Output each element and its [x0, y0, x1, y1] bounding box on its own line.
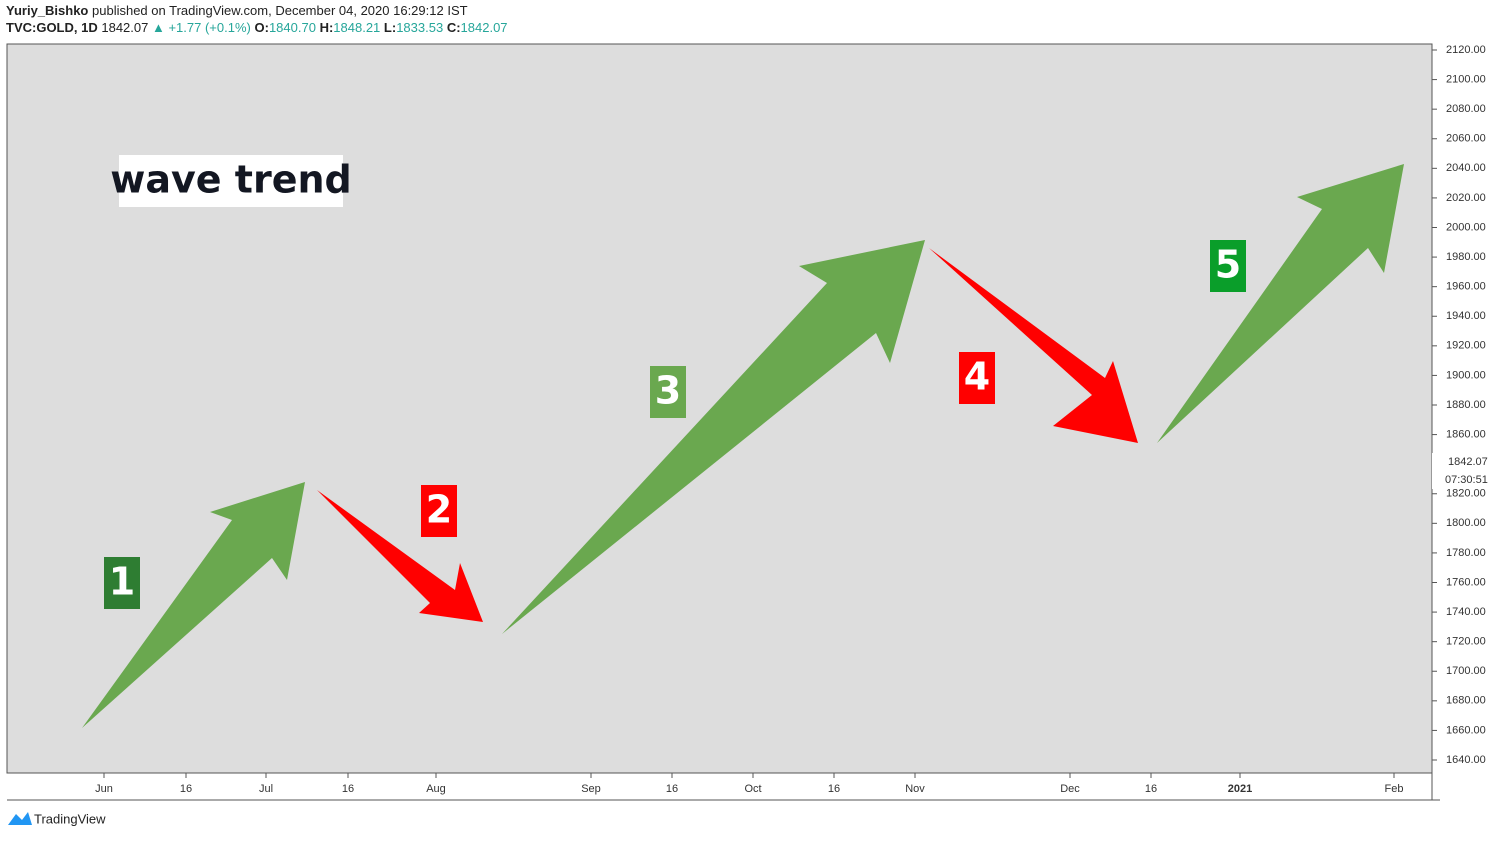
price-tick-label: 1700.00 — [1446, 665, 1486, 677]
wave-label: 3 — [655, 369, 681, 413]
price-tick-label: 1920.00 — [1446, 340, 1486, 352]
time-tick-label: Dec — [1060, 783, 1080, 795]
published: published on TradingView.com, December 0… — [92, 3, 468, 18]
brand[interactable]: TradingView — [34, 811, 106, 826]
time-tick-label: Feb — [1385, 783, 1404, 795]
price-tick-label: 2080.00 — [1446, 103, 1486, 115]
wave-box — [104, 557, 140, 609]
countdown: 07:30:51 — [1445, 474, 1488, 486]
open: 1840.70 — [269, 20, 316, 35]
time-tick-label: Jul — [259, 783, 273, 795]
time-tick-label: Sep — [581, 783, 601, 795]
price-tick-label: 1640.00 — [1446, 754, 1486, 766]
price-tick-label: 1760.00 — [1446, 576, 1486, 588]
wave-label: 1 — [109, 560, 135, 604]
last-price-box — [1432, 453, 1500, 471]
high-label: H: — [320, 20, 334, 35]
wave-box — [650, 366, 686, 418]
title-box — [119, 155, 343, 207]
symbol-line: TVC:GOLD, 1D 1842.07 ▲ +1.77 (+0.1%) O:1… — [6, 20, 508, 35]
price-tick-label: 1740.00 — [1446, 606, 1486, 618]
arrow-up — [1157, 164, 1404, 443]
wave-label: 4 — [964, 355, 990, 399]
price-tick-label: 1820.00 — [1446, 488, 1486, 500]
price: 1842.07 — [101, 20, 148, 35]
low: 1833.53 — [396, 20, 443, 35]
price-tick-label: 1680.00 — [1446, 695, 1486, 707]
time-tick-label: 2021 — [1228, 783, 1252, 795]
countdown-box — [1432, 471, 1500, 489]
change: ▲ +1.77 (+0.1%) — [152, 20, 251, 35]
low-label: L: — [384, 20, 396, 35]
arrow-down — [317, 490, 483, 622]
price-tick-label: 1660.00 — [1446, 724, 1486, 736]
close: 1842.07 — [461, 20, 508, 35]
arrow-up — [82, 482, 305, 728]
wave-label: 5 — [1215, 243, 1241, 287]
symbol: TVC:GOLD, 1D — [6, 20, 98, 35]
open-label: O: — [254, 20, 268, 35]
arrow-up — [502, 240, 925, 634]
arrow-down — [929, 248, 1138, 443]
high: 1848.21 — [333, 20, 380, 35]
price-tick-label: 1960.00 — [1446, 281, 1486, 293]
price-tick-label: 1860.00 — [1446, 428, 1486, 440]
time-tick-label: 16 — [666, 783, 678, 795]
close-label: C: — [447, 20, 461, 35]
time-tick-label: 16 — [1145, 783, 1157, 795]
time-tick-label: Nov — [905, 783, 925, 795]
price-tick-label: 2020.00 — [1446, 192, 1486, 204]
price-tick-label: 2040.00 — [1446, 162, 1486, 174]
price-tick-label: 1940.00 — [1446, 310, 1486, 322]
wave-box — [421, 485, 457, 537]
time-tick-label: 16 — [342, 783, 354, 795]
axes: 2120.00 2100.00 2080.00 2060.00 2040.00 2020.… — [95, 44, 1486, 795]
time-tick-label: 16 — [828, 783, 840, 795]
price-tick-label: 2120.00 — [1446, 44, 1486, 56]
price-tick-label: 1980.00 — [1446, 251, 1486, 263]
time-tick-label: Aug — [426, 783, 446, 795]
price-tick-label: 1900.00 — [1446, 369, 1486, 381]
price-tick-label: 1800.00 — [1446, 517, 1486, 529]
annotation-title: wave trend — [110, 158, 351, 202]
price-tick-label: 2000.00 — [1446, 221, 1486, 233]
brand-logo — [8, 812, 32, 825]
wave-label: 2 — [426, 488, 452, 532]
price-tick-label: 1780.00 — [1446, 547, 1486, 559]
header-line: Yuriy_Bishko published on TradingView.co… — [6, 3, 468, 18]
time-tick-label: Oct — [744, 783, 761, 795]
last-price: 1842.07 — [1448, 456, 1488, 468]
time-tick-label: 16 — [180, 783, 192, 795]
wave-box — [959, 352, 995, 404]
author: Yuriy_Bishko — [6, 3, 88, 18]
price-tick-label: 1720.00 — [1446, 636, 1486, 648]
wave-box — [1210, 240, 1246, 292]
price-tick-label: 2060.00 — [1446, 133, 1486, 145]
price-tick-label: 1880.00 — [1446, 399, 1486, 411]
price-tick-label: 2100.00 — [1446, 73, 1486, 85]
time-tick-label: Jun — [95, 783, 113, 795]
